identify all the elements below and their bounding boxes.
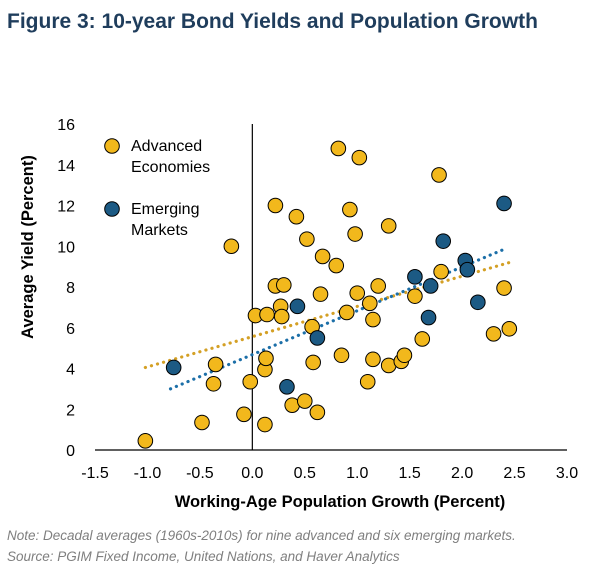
y-tick-label: 0 (66, 443, 75, 460)
emerging-point (420, 309, 437, 326)
advanced-point (433, 263, 449, 280)
legend-label: Advanced (131, 138, 202, 155)
y-axis-label: Average Yield (Percent) (19, 155, 37, 339)
advanced-point (257, 416, 273, 433)
emerging-point (422, 278, 439, 294)
advanced-point (314, 248, 331, 265)
advanced-point (328, 257, 345, 274)
advanced-point (299, 231, 315, 247)
chart-source: Source: PGIM Fixed Income, United Nation… (7, 549, 400, 564)
advanced-point (407, 288, 423, 304)
advanced-point (305, 354, 321, 371)
advanced-point (309, 404, 326, 421)
y-tick-label: 2 (66, 402, 75, 419)
x-tick-label: -1.5 (81, 465, 109, 482)
advanced-point (396, 347, 413, 364)
legend-label: Economies (131, 159, 210, 176)
advanced-point (431, 167, 447, 183)
y-tick-label: 6 (66, 321, 75, 338)
x-tick-label: 2.0 (451, 465, 473, 482)
advanced-point (242, 373, 259, 390)
x-tick-label: 0.0 (241, 465, 263, 482)
legend-label: Emerging (131, 201, 199, 218)
x-tick-label: 1.5 (399, 465, 421, 482)
advanced-point (258, 350, 274, 367)
chart-title: Figure 3: 10-year Bond Yields and Popula… (7, 10, 538, 33)
advanced-point (351, 149, 368, 166)
advanced-point (365, 351, 381, 368)
y-tick-label: 4 (66, 362, 75, 379)
advanced-point (414, 331, 431, 347)
trendlines (143, 247, 511, 391)
emerging-point (309, 330, 326, 346)
legend: Advanced Economies Emerging Markets (104, 138, 210, 239)
advanced-point (380, 218, 397, 234)
advanced-point (359, 373, 376, 390)
y-tick-label: 8 (66, 280, 75, 297)
advanced-point (273, 308, 290, 325)
advanced-point (347, 226, 363, 242)
emerging-point (470, 294, 486, 311)
emerging-point (165, 359, 182, 376)
legend-marker (104, 138, 120, 154)
advanced-point (236, 406, 252, 423)
y-tick-label: 16 (57, 117, 75, 134)
advanced-point (362, 295, 378, 312)
advanced-point (207, 356, 224, 373)
advanced-point (259, 306, 275, 323)
advanced-point (276, 277, 292, 293)
emerging-point (289, 298, 306, 315)
y-tick-label: 12 (57, 199, 75, 216)
trendline (143, 260, 511, 370)
advanced-point (349, 285, 366, 301)
advanced-point (267, 197, 284, 214)
chart-note: Note: Decadal averages (1960s-2010s) for… (7, 528, 516, 543)
advanced-point (333, 347, 350, 364)
x-axis-label: Working-Age Population Growth (Percent) (175, 493, 506, 511)
data-points (137, 140, 518, 449)
advanced-point (330, 140, 347, 157)
y-tick-label: 10 (57, 239, 75, 256)
advanced-point (365, 311, 381, 328)
advanced-point (296, 393, 313, 409)
advanced-point (485, 326, 502, 342)
legend-label: Markets (131, 222, 188, 239)
advanced-point (370, 278, 387, 294)
emerging-point (279, 379, 295, 395)
x-tick-label: -0.5 (186, 465, 214, 482)
advanced-point (342, 201, 358, 218)
x-tick-label: -1.0 (134, 465, 162, 482)
emerging-point (459, 261, 476, 278)
advanced-point (496, 280, 512, 296)
advanced-point (205, 375, 222, 392)
x-tick-label: 1.0 (346, 465, 368, 482)
x-tick-label: 0.5 (294, 465, 316, 482)
advanced-point (288, 208, 305, 225)
y-tick-label: 14 (57, 158, 75, 175)
legend-marker (104, 201, 120, 217)
chart-axes: -1.5 -1.0 -0.5 0.0 0.5 1.0 1.5 2.0 2.5 3.0 0 2 4 6 8 10… (57, 117, 578, 482)
x-tick-label: 3.0 (556, 465, 578, 482)
x-tick-label: 2.5 (503, 465, 525, 482)
emerging-point (435, 233, 452, 249)
scatter-chart: -1.5 -1.0 -0.5 0.0 0.5 1.0 1.5 2.0 2.5 3.0 0 2 4 6 8 10… (19, 117, 578, 511)
advanced-point (501, 320, 518, 337)
advanced-point (338, 304, 355, 321)
advanced-point (312, 286, 329, 302)
emerging-point (407, 269, 423, 285)
emerging-point (496, 195, 512, 212)
advanced-point (223, 238, 240, 255)
advanced-point (137, 433, 154, 449)
advanced-point (194, 414, 210, 431)
